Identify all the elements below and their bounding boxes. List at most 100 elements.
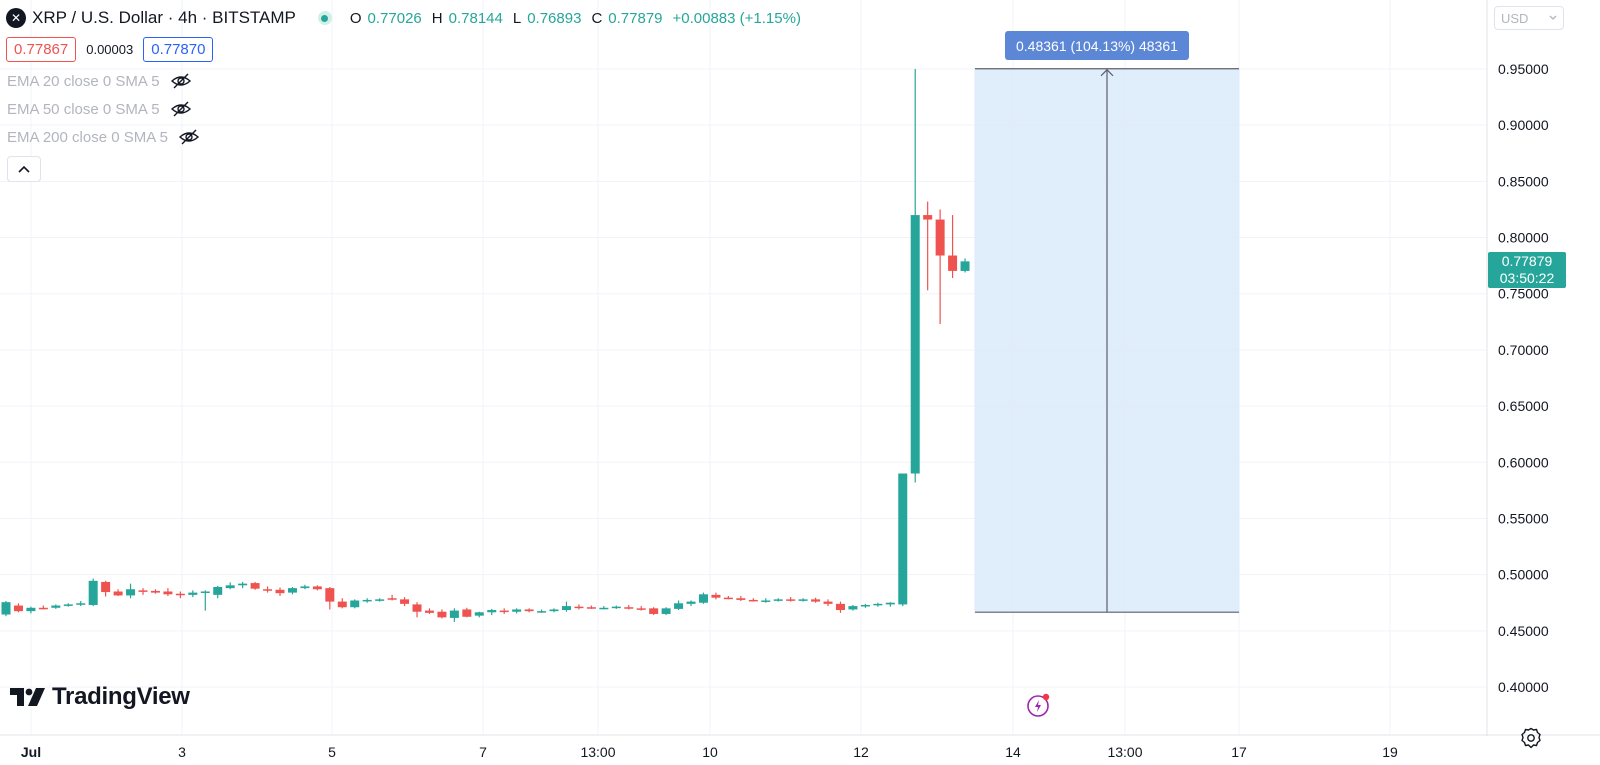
candle[interactable] <box>250 581 260 590</box>
candle[interactable] <box>599 606 609 610</box>
candle[interactable] <box>574 604 584 610</box>
eye-hidden-icon[interactable] <box>170 72 192 90</box>
candle[interactable] <box>761 598 771 603</box>
candle[interactable] <box>163 588 173 596</box>
candle[interactable] <box>88 578 98 607</box>
candle[interactable] <box>474 611 484 618</box>
candle[interactable] <box>948 215 958 278</box>
candle[interactable] <box>935 209 945 325</box>
candle[interactable] <box>412 602 422 618</box>
candle[interactable] <box>13 603 23 613</box>
indicator-ema50[interactable]: EMA 50 close 0 SMA 5 <box>7 100 192 118</box>
candle[interactable] <box>437 609 447 619</box>
candle[interactable] <box>51 604 61 609</box>
symbol-title[interactable]: XRP / U.S. Dollar · 4h · BITSTAMP <box>32 8 296 27</box>
candle[interactable] <box>325 586 335 610</box>
candle[interactable] <box>38 605 48 610</box>
candle[interactable] <box>835 601 845 613</box>
candle[interactable] <box>698 592 708 604</box>
candle[interactable] <box>898 473 908 607</box>
candle[interactable] <box>300 584 310 590</box>
candle[interactable] <box>213 585 223 599</box>
candle[interactable] <box>138 588 148 595</box>
candle[interactable] <box>225 582 235 590</box>
candle[interactable] <box>549 608 559 613</box>
candle[interactable] <box>786 597 796 602</box>
candle[interactable] <box>113 589 123 596</box>
candle[interactable] <box>885 602 895 607</box>
candle[interactable] <box>449 608 459 622</box>
candle[interactable] <box>1 601 11 617</box>
candle[interactable] <box>811 597 821 603</box>
candle[interactable] <box>188 590 198 598</box>
candle[interactable] <box>512 608 522 614</box>
candle[interactable] <box>337 598 347 609</box>
measure-arrowhead <box>1100 68 1114 77</box>
candle[interactable] <box>312 585 322 591</box>
candle[interactable] <box>537 609 547 613</box>
candle[interactable] <box>101 580 111 597</box>
candle[interactable] <box>63 603 73 607</box>
candle[interactable] <box>400 597 410 607</box>
candle[interactable] <box>275 587 285 596</box>
candle[interactable] <box>238 581 248 589</box>
candle[interactable] <box>362 598 372 603</box>
candle[interactable] <box>649 607 659 616</box>
candle[interactable] <box>375 598 385 602</box>
candle[interactable] <box>798 598 808 602</box>
candle[interactable] <box>263 586 273 593</box>
candle[interactable] <box>873 602 883 607</box>
candle[interactable] <box>524 608 534 613</box>
candle[interactable] <box>624 604 634 610</box>
candle[interactable] <box>848 604 858 611</box>
flash-alert-icon[interactable] <box>1026 692 1052 718</box>
candle[interactable] <box>175 591 185 599</box>
tradingview-logo[interactable]: TradingView <box>10 683 190 711</box>
candle[interactable] <box>287 586 297 595</box>
candle[interactable] <box>960 258 970 273</box>
candle[interactable] <box>26 606 36 614</box>
candle[interactable] <box>126 583 136 599</box>
candle[interactable] <box>586 605 596 609</box>
candle[interactable] <box>424 608 434 614</box>
collapse-indicators-button[interactable] <box>7 156 41 182</box>
eye-hidden-icon[interactable] <box>178 128 200 146</box>
candle[interactable] <box>748 598 758 602</box>
candle[interactable] <box>462 607 472 618</box>
indicator-ema200[interactable]: EMA 200 close 0 SMA 5 <box>7 128 200 146</box>
buy-button[interactable]: 0.77870 <box>143 37 214 62</box>
candle[interactable] <box>487 608 497 616</box>
candle[interactable] <box>923 201 933 291</box>
candle[interactable] <box>611 605 621 609</box>
candle[interactable] <box>350 599 360 609</box>
candle[interactable] <box>860 603 870 608</box>
candle-body <box>686 601 696 604</box>
candle[interactable] <box>736 595 746 602</box>
gear-icon[interactable] <box>1520 727 1542 749</box>
eye-hidden-icon[interactable] <box>170 100 192 118</box>
candle[interactable] <box>387 594 397 601</box>
candle[interactable] <box>561 601 571 612</box>
indicator-label: EMA 20 close 0 SMA 5 <box>7 72 160 90</box>
candle[interactable] <box>773 598 783 602</box>
candle[interactable] <box>723 595 733 600</box>
currency-select[interactable]: USD <box>1494 6 1564 30</box>
sell-button[interactable]: 0.77867 <box>6 37 77 62</box>
time-tick-label: 17 <box>1231 744 1247 760</box>
candle[interactable] <box>711 592 721 600</box>
candle[interactable] <box>674 600 684 611</box>
candle[interactable] <box>661 607 671 616</box>
candle[interactable] <box>499 608 509 614</box>
candle[interactable] <box>200 590 210 611</box>
candle[interactable] <box>76 601 86 607</box>
indicator-ema20[interactable]: EMA 20 close 0 SMA 5 <box>7 72 192 90</box>
candle[interactable] <box>910 69 920 483</box>
candle[interactable] <box>823 599 833 607</box>
candle[interactable] <box>636 606 646 611</box>
market-status-icon[interactable] <box>317 11 332 25</box>
candle[interactable] <box>686 600 696 607</box>
x-logo-icon[interactable]: ✕ <box>6 8 26 28</box>
candle[interactable] <box>150 589 160 594</box>
measure-result-label[interactable]: 0.48361 (104.13%) 48361 <box>1005 31 1189 60</box>
